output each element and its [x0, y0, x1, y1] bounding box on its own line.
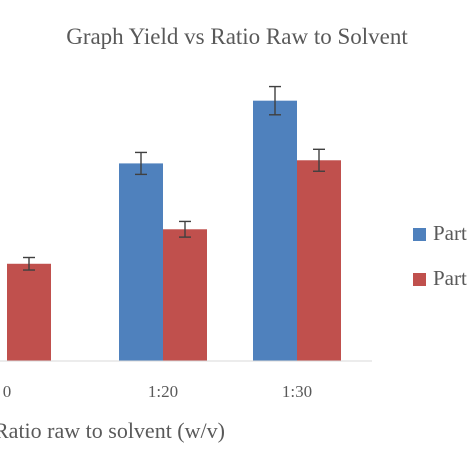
- error-bar-series2-1-30: [313, 148, 325, 172]
- legend-swatch-series1: [413, 228, 426, 241]
- bar-series1-1-20: [119, 163, 163, 361]
- bar-series1-1-30: [253, 100, 297, 361]
- error-bar-series1-1-30: [269, 85, 281, 116]
- x-tick-label: 1:20: [148, 382, 178, 401]
- error-bar-series2-1-20: [179, 220, 191, 238]
- bar-series2-1-20: [163, 229, 207, 361]
- legend-label-series1: Part: [433, 221, 467, 245]
- plot-area: [7, 85, 341, 361]
- x-axis-label: Ratio raw to solvent (w/v): [0, 418, 225, 443]
- legend-label-series2: Part: [433, 266, 467, 290]
- bar-series2-1-30: [297, 160, 341, 361]
- x-tick-label: 1:30: [282, 382, 312, 401]
- x-tick-label: 0: [3, 382, 12, 401]
- error-bar-series1-1-20: [135, 151, 147, 176]
- bar-series2-1-10: [7, 263, 51, 361]
- chart-title: Graph Yield vs Ratio Raw to Solvent: [66, 24, 408, 49]
- x-tick-labels: 0 1:20 1:30: [3, 382, 312, 401]
- legend: Part Part: [413, 221, 467, 290]
- legend-swatch-series2: [413, 273, 426, 286]
- error-bar-series2-1-10: [23, 256, 35, 271]
